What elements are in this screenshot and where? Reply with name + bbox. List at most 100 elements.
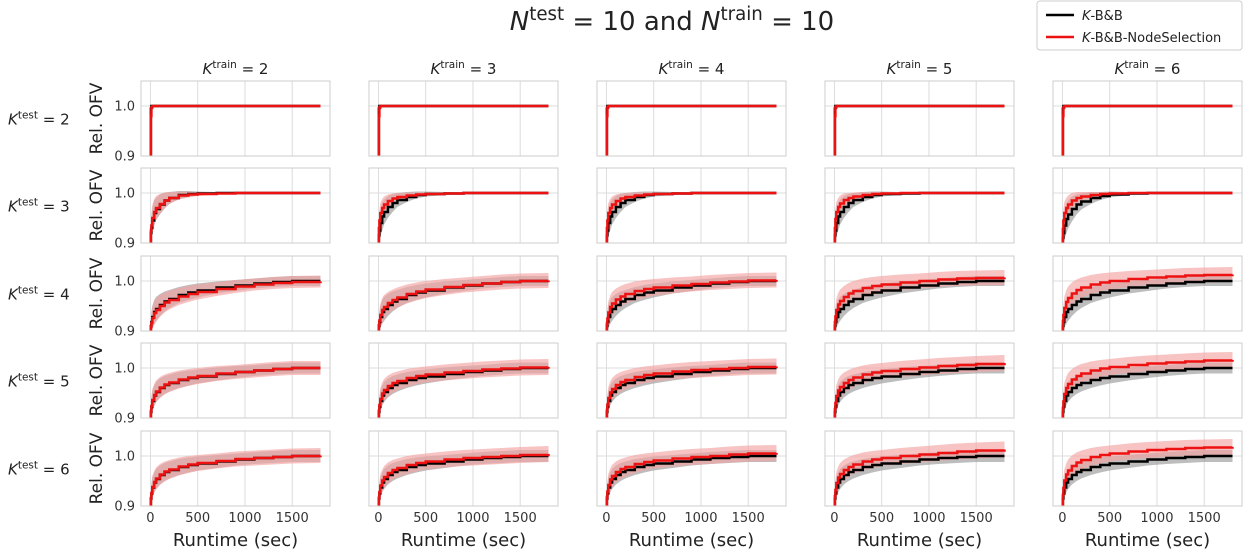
x-tick-label: 1500 bbox=[276, 511, 309, 526]
y-axis-label: Rel. OFV bbox=[87, 82, 107, 154]
panel-r3-c1 bbox=[368, 342, 559, 419]
legend-label-kbb: K-B&B bbox=[1082, 9, 1123, 24]
panel-frame bbox=[1052, 255, 1243, 332]
y-tick-label: 0.9 bbox=[114, 325, 135, 340]
x-tick-label: 1000 bbox=[456, 511, 489, 526]
x-axis-label: Runtime (sec) bbox=[857, 530, 982, 551]
panel-frame bbox=[368, 255, 559, 332]
panel-r2-c0: 0.9 1.0 bbox=[114, 255, 331, 340]
panel-frame bbox=[596, 80, 787, 157]
nodeselection-line bbox=[833, 276, 1006, 331]
panel-frame bbox=[596, 167, 787, 244]
panel-r2-c1 bbox=[368, 255, 559, 332]
panel-r4-c0: 0.9 1.0 0 500 1000 1500 bbox=[114, 430, 331, 526]
panel-background bbox=[369, 168, 558, 243]
nodeselection-line bbox=[1061, 104, 1233, 156]
column-title: Ktrain = 2 bbox=[203, 59, 269, 78]
y-tick-label: 0.9 bbox=[114, 237, 135, 252]
nodeselection-line bbox=[605, 365, 778, 418]
nodeselection-line bbox=[605, 452, 778, 506]
x-tick-label: 0 bbox=[146, 511, 154, 526]
x-tick-label: 1000 bbox=[1140, 511, 1173, 526]
panel-frame bbox=[824, 255, 1015, 332]
panel-grid: 0.9 1.0 0.9 1.0 0.9 1.0 0.9 1.0 0.9 1.0 0 500 1000 15… bbox=[114, 80, 1243, 526]
panel-frame bbox=[596, 255, 787, 332]
nodeselection-band bbox=[150, 275, 321, 331]
x-tick-label: 0 bbox=[1058, 511, 1066, 526]
y-tick-label: 0.9 bbox=[114, 412, 135, 427]
row-label: Ktest = 5 bbox=[8, 372, 70, 391]
column-title: Ktrain = 6 bbox=[1115, 59, 1181, 78]
x-tick-label: 500 bbox=[641, 511, 666, 526]
panel-r1-c0: 0.9 1.0 bbox=[114, 167, 331, 252]
panel-r2-c4 bbox=[1052, 255, 1243, 332]
x-tick-label: 1000 bbox=[684, 511, 717, 526]
x-tick-label: 500 bbox=[869, 511, 894, 526]
panel-frame bbox=[140, 342, 331, 419]
nodeselection-line bbox=[377, 279, 550, 331]
panel-frame bbox=[368, 80, 559, 157]
nodeselection-line bbox=[149, 280, 322, 331]
panel-frame bbox=[368, 167, 559, 244]
row-label: Ktest = 2 bbox=[8, 110, 70, 129]
panel-frame bbox=[1052, 342, 1243, 419]
nodeselection-line bbox=[149, 454, 322, 506]
panel-frame bbox=[140, 80, 331, 157]
y-tick-label: 0.9 bbox=[114, 500, 135, 515]
panel-frame bbox=[1052, 430, 1243, 507]
y-axis-label: Rel. OFV bbox=[87, 257, 107, 329]
panel-frame bbox=[824, 167, 1015, 244]
panel-r1-c2 bbox=[596, 167, 787, 244]
panel-frame bbox=[140, 255, 331, 332]
panel-background bbox=[597, 168, 786, 243]
panel-r4-c1: 0 500 1000 1500 bbox=[368, 430, 559, 526]
nodeselection-line bbox=[1061, 273, 1234, 331]
x-tick-label: 1000 bbox=[912, 511, 945, 526]
nodeselection-line bbox=[605, 279, 778, 331]
y-tick-label: 1.0 bbox=[114, 362, 135, 377]
y-axis-label: Rel. OFV bbox=[87, 344, 107, 416]
panel-r3-c2 bbox=[596, 342, 787, 419]
panel-r2-c3 bbox=[824, 255, 1015, 332]
x-axis-label: Runtime (sec) bbox=[1085, 530, 1210, 551]
nodeselection-line bbox=[377, 453, 550, 506]
panel-frame bbox=[596, 342, 787, 419]
panel-frame bbox=[1052, 80, 1243, 157]
y-tick-label: 0.9 bbox=[114, 150, 135, 165]
nodeselection-line bbox=[1061, 359, 1234, 418]
panel-frame bbox=[824, 430, 1015, 507]
nodeselection-band bbox=[606, 272, 777, 331]
panel-background bbox=[141, 168, 330, 243]
panel-frame bbox=[596, 430, 787, 507]
panel-frame bbox=[824, 342, 1015, 419]
nodeselection-line bbox=[833, 449, 1006, 506]
legend: K-B&B K-B&B-NodeSelection bbox=[1036, 0, 1243, 51]
panel-background bbox=[597, 81, 786, 156]
y-axis-label: Rel. OFV bbox=[87, 169, 107, 241]
y-tick-label: 1.0 bbox=[114, 187, 135, 202]
panel-background bbox=[141, 81, 330, 156]
panel-r3-c0: 0.9 1.0 bbox=[114, 342, 331, 427]
panel-r0-c2 bbox=[596, 80, 787, 157]
nodeselection-line bbox=[833, 104, 1005, 156]
panel-frame bbox=[140, 167, 331, 244]
panel-r0-c4 bbox=[1052, 80, 1243, 157]
panel-r3-c3 bbox=[824, 342, 1015, 419]
nodeselection-line bbox=[377, 104, 549, 156]
column-title: Ktrain = 4 bbox=[659, 59, 725, 78]
x-tick-label: 1500 bbox=[960, 511, 993, 526]
nodeselection-line bbox=[833, 362, 1006, 418]
nodeselection-band bbox=[150, 361, 321, 418]
legend-label-nodeselection: K-B&B-NodeSelection bbox=[1082, 31, 1221, 46]
x-tick-label: 500 bbox=[185, 511, 210, 526]
y-axis-label: Rel. OFV bbox=[87, 432, 107, 504]
nodeselection-line bbox=[605, 104, 777, 156]
panel-r4-c4: 0 500 1000 1500 bbox=[1052, 430, 1243, 526]
nodeselection-line bbox=[149, 366, 321, 418]
nodeselection-line bbox=[1061, 446, 1234, 506]
figure-title: Ntest = 10 and Ntrain = 10 bbox=[510, 4, 834, 38]
x-axis-label: Runtime (sec) bbox=[173, 530, 298, 551]
panel-background bbox=[369, 81, 558, 156]
nodeselection-line bbox=[149, 191, 321, 243]
